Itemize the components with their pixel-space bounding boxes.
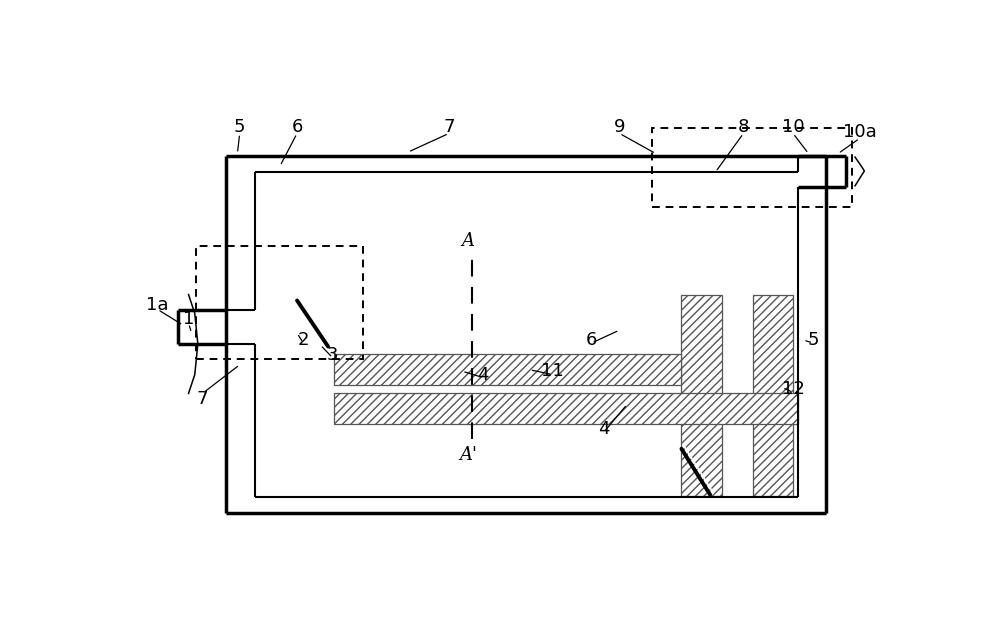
- Text: 5: 5: [234, 119, 245, 137]
- Bar: [334, 354, 681, 385]
- Bar: [681, 295, 722, 496]
- Text: 10a: 10a: [843, 123, 877, 141]
- Text: A: A: [462, 232, 475, 250]
- Bar: [652, 128, 852, 207]
- Text: 6: 6: [586, 331, 597, 349]
- Text: 7: 7: [197, 390, 208, 408]
- Bar: [753, 295, 793, 496]
- Text: 4: 4: [598, 420, 610, 438]
- Text: 12: 12: [782, 381, 804, 399]
- Text: 1: 1: [183, 310, 194, 328]
- Bar: [196, 246, 363, 359]
- Text: 7: 7: [443, 119, 455, 137]
- Text: 10: 10: [782, 119, 804, 137]
- Text: 5: 5: [807, 331, 819, 349]
- Text: 11: 11: [541, 362, 564, 380]
- Text: 2: 2: [298, 331, 309, 349]
- Bar: [334, 394, 798, 424]
- Text: 8: 8: [738, 119, 749, 137]
- Text: 6: 6: [291, 119, 303, 137]
- Text: 3: 3: [327, 346, 338, 364]
- Text: 1a: 1a: [146, 297, 169, 315]
- Text: 4: 4: [477, 366, 489, 384]
- Text: A': A': [459, 446, 477, 464]
- Text: 9: 9: [614, 119, 625, 137]
